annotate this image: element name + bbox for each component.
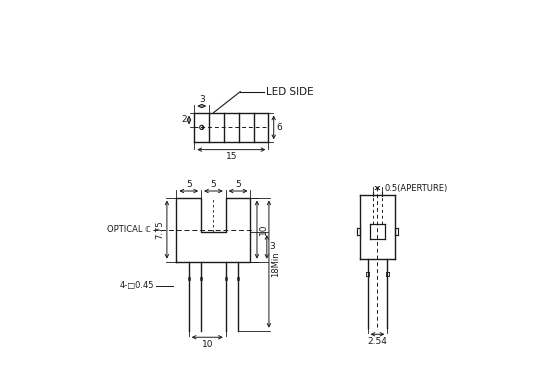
Text: 6: 6 (276, 123, 282, 132)
Text: 10: 10 (202, 340, 213, 349)
Text: 5: 5 (211, 180, 216, 189)
Text: 3: 3 (269, 242, 275, 251)
Text: 4-□0.45: 4-□0.45 (119, 281, 154, 290)
Text: 5: 5 (186, 180, 192, 189)
Text: 3: 3 (199, 95, 204, 104)
Text: 15: 15 (226, 152, 237, 161)
Text: 2: 2 (181, 116, 186, 125)
Text: 10: 10 (259, 224, 268, 236)
Text: 18Min: 18Min (271, 251, 281, 277)
Text: OPTICAL ℂ: OPTICAL ℂ (107, 225, 151, 234)
Text: 0.5(APERTURE): 0.5(APERTURE) (385, 184, 448, 192)
Text: 2.54: 2.54 (367, 337, 388, 346)
Text: 5: 5 (235, 180, 241, 189)
Text: LED SIDE: LED SIDE (265, 87, 313, 97)
Text: 7.75: 7.75 (156, 220, 165, 239)
